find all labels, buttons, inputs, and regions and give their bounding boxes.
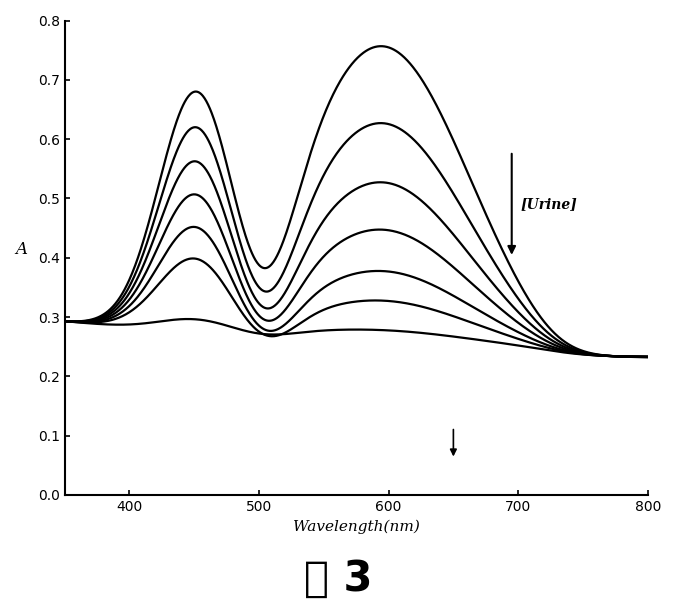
- Text: [Urine]: [Urine]: [521, 197, 578, 211]
- X-axis label: Wavelength(nm): Wavelength(nm): [293, 519, 420, 534]
- Text: 图 3: 图 3: [304, 558, 372, 600]
- Y-axis label: A: A: [15, 241, 27, 257]
